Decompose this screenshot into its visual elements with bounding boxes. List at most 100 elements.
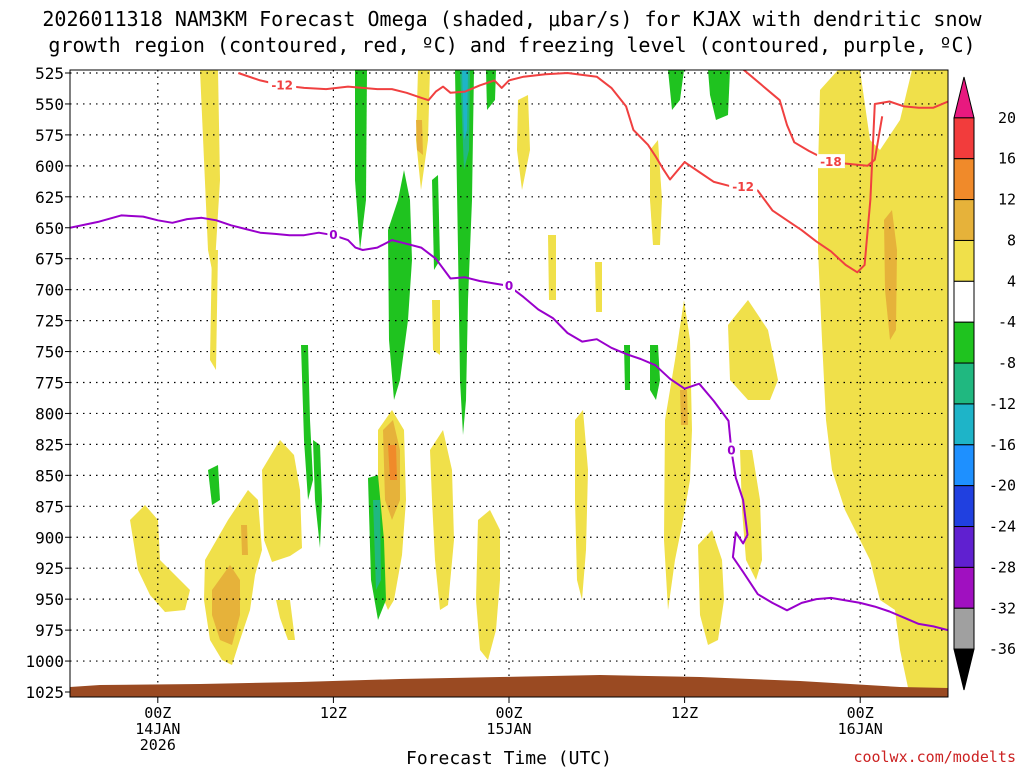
colorbar-label: -24 [989, 518, 1016, 536]
omega-region-cyan [462, 70, 468, 140]
y-tick-label: 725 [35, 312, 64, 331]
omega-region-yellow [200, 70, 220, 280]
colorbar-swatch [953, 566, 975, 609]
colorbar-swatch [953, 403, 975, 446]
dendritic-lower-contour [742, 70, 884, 167]
colorbar-label: 20 [998, 109, 1016, 127]
colorbar-label: -12 [989, 395, 1016, 413]
x-axis-label: Forecast Time (UTC) [406, 748, 612, 768]
dendritic-upper-contour [237, 72, 948, 274]
y-tick-label: 925 [35, 559, 64, 578]
omega-region-yellow [548, 235, 556, 300]
colorbar-label: -8 [998, 354, 1016, 372]
omega-shading [130, 70, 948, 697]
colorbar-label: -4 [998, 313, 1016, 331]
chart-title-line1: 2026011318 NAM3KM Forecast Omega (shaded… [42, 7, 982, 31]
ground-surface [70, 675, 948, 697]
omega-region-yellow [664, 300, 692, 610]
x-tick-label: 00Z [144, 704, 171, 722]
y-tick-label: 900 [35, 528, 64, 547]
colorbar-swatch [953, 117, 975, 160]
y-tick-label: 825 [35, 435, 64, 454]
omega-region-orange [680, 390, 688, 425]
y-tick-label: 750 [35, 343, 64, 362]
omega-region-green [708, 70, 730, 120]
colorbar-label: 8 [1007, 231, 1016, 249]
chart-title-line2: growth region (contoured, red, ºC) and f… [48, 33, 975, 57]
x-tick-label: 16JAN [838, 720, 883, 738]
colorbar-swatch [953, 648, 975, 691]
contour-label: -12 [271, 78, 293, 92]
colorbar-swatch [953, 199, 975, 241]
colorbar-label: -16 [989, 436, 1016, 454]
y-tick-label: 525 [35, 64, 64, 83]
y-tick-label: 650 [35, 219, 64, 238]
x-tick-label: 14JAN [135, 720, 180, 738]
omega-region-orange [416, 120, 423, 155]
omega-region-yellow [130, 505, 190, 612]
freezing-level-contour [70, 214, 948, 632]
y-tick-label: 575 [35, 126, 64, 145]
omega-region-yellow [210, 250, 218, 370]
y-tick-label: 800 [35, 404, 64, 423]
colorbar-label: -20 [989, 477, 1016, 495]
omega-region-green [355, 70, 367, 250]
x-tick-label: 00Z [847, 704, 874, 722]
y-tick-label: 875 [35, 497, 64, 516]
omega-region-green [650, 345, 660, 400]
x-tick-label: 12Z [671, 704, 698, 722]
omega-region-green [301, 345, 313, 500]
y-tick-label: 850 [35, 466, 64, 485]
y-tick-label: 625 [35, 188, 64, 207]
colorbar-swatch [953, 76, 975, 119]
omega-region-yellow [432, 300, 440, 355]
colorbar-label: -28 [989, 558, 1016, 576]
y-tick-label: 775 [35, 374, 64, 393]
colorbar-label: -32 [989, 599, 1016, 617]
omega-region-orange [388, 445, 397, 480]
contour-label-bg [725, 442, 738, 457]
colorbar-swatch [953, 526, 975, 568]
y-tick-label: 1000 [25, 652, 64, 671]
credit-text: coolwx.com/modelts [853, 748, 1016, 766]
contour-label: -12 [732, 180, 754, 194]
colorbar-swatch [953, 607, 975, 650]
contour-lines [70, 70, 948, 632]
omega-region-yellow [262, 440, 302, 562]
y-tick-label: 950 [35, 590, 64, 609]
omega-region-orange [884, 210, 897, 340]
contour-label: -18 [820, 155, 842, 169]
contour-label-bg [503, 277, 515, 292]
colorbar-swatch [953, 321, 975, 364]
omega-region-yellow [728, 300, 778, 400]
colorbar-swatch [953, 444, 975, 487]
colorbar-swatch [953, 280, 975, 323]
omega-region-yellow [575, 410, 588, 600]
x-tick-label: 2026 [140, 736, 176, 754]
omega-region-green [313, 440, 322, 548]
omega-region-yellow [595, 262, 602, 312]
colorbar-swatch [953, 239, 975, 282]
omega-region-green [208, 465, 220, 505]
colorbar-label: -36 [989, 640, 1016, 658]
y-tick-label: 550 [35, 95, 64, 114]
chart-grid [70, 70, 948, 697]
contour-label-bg [729, 178, 758, 193]
colorbar: 20 16 12 8 4 -4 -8 -12 -16 -20 -24 -28 -32 -36 [953, 76, 1016, 691]
omega-region-yellow [698, 530, 724, 645]
omega-region-green [668, 70, 684, 110]
x-tick-label: 12Z [320, 704, 347, 722]
colorbar-label: 12 [998, 191, 1016, 209]
y-tick-label: 1025 [25, 683, 64, 702]
omega-region-green [624, 345, 630, 390]
colorbar-swatch [953, 485, 975, 528]
colorbar-swatch [953, 158, 975, 201]
omega-region-yellow [476, 510, 500, 660]
colorbar-label: 4 [1007, 272, 1016, 290]
omega-region-yellow [276, 600, 295, 640]
contour-label: 0 [329, 228, 337, 242]
x-tick-label: 00Z [495, 704, 522, 722]
y-tick-label: 675 [35, 250, 64, 269]
